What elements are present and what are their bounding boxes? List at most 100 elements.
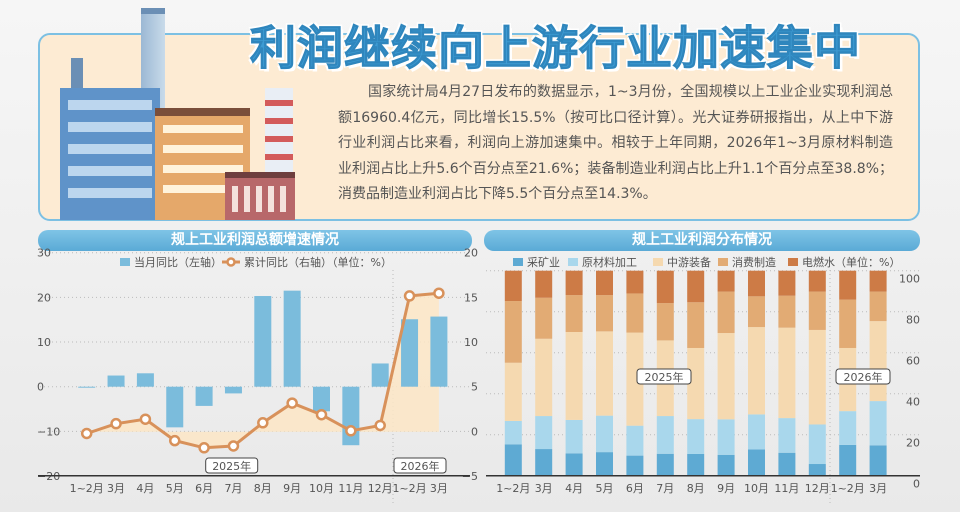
x-tick-label: 4月 xyxy=(565,482,583,495)
stacked-segment-2 xyxy=(504,362,522,421)
stacked-segment-1 xyxy=(596,415,613,453)
right-axis-tick: 20 xyxy=(464,247,478,260)
monthly-bar xyxy=(283,290,301,387)
stacked-segment-2 xyxy=(626,332,644,426)
stacked-segment-3 xyxy=(656,303,674,341)
x-tick-label: 3月 xyxy=(107,482,125,495)
stacked-segment-4 xyxy=(656,270,674,304)
left-axis-tick: 20 xyxy=(37,291,51,304)
year-label-box xyxy=(205,457,259,474)
cumulative-point xyxy=(139,413,152,425)
stacked-segment-1 xyxy=(717,419,735,455)
monthly-bar xyxy=(371,363,389,387)
year-label: 2025年 xyxy=(212,459,251,473)
page-title: 利润继续向上游行业加速集中 xyxy=(250,21,861,76)
stacked-segment-2 xyxy=(748,327,765,415)
stacked-segment-3 xyxy=(748,296,765,328)
x-tick-label: 5月 xyxy=(596,482,614,495)
monthly-bar xyxy=(195,386,213,406)
monthly-bar xyxy=(107,375,125,387)
monthly-bar xyxy=(166,386,184,428)
cumulative-point xyxy=(315,408,328,421)
stacked-segment-1 xyxy=(869,401,887,446)
stacked-segment-1 xyxy=(504,420,522,445)
x-tick-label: 7月 xyxy=(656,482,674,495)
stacked-segment-4 xyxy=(626,270,644,294)
cumulative-point xyxy=(374,419,386,432)
stacked-segment-4 xyxy=(839,270,857,300)
stacked-segment-2 xyxy=(596,331,613,416)
stacked-segment-3 xyxy=(535,297,553,339)
right-axis-tick: 5 xyxy=(471,381,478,394)
x-tick-label: 8月 xyxy=(254,482,272,495)
stacked-segment-2 xyxy=(808,329,826,425)
right-axis-tick: 15 xyxy=(464,291,478,304)
stacked-segment-4 xyxy=(596,270,613,296)
x-tick-label: 7月 xyxy=(224,482,242,495)
monthly-bar xyxy=(430,316,448,387)
stacked-segment-2 xyxy=(869,321,887,402)
left-axis-tick: −10 xyxy=(37,425,60,438)
monthly-bar xyxy=(254,296,272,387)
cumulative-point xyxy=(80,427,93,440)
stacked-segment-4 xyxy=(778,270,796,296)
legend-item: 原材料加工 xyxy=(582,255,637,269)
legend-item: 采矿业 xyxy=(527,256,560,269)
legend-monthly: 当月同比（左轴） xyxy=(134,255,222,269)
stacked-segment-2 xyxy=(535,338,553,417)
stacked-segment-2 xyxy=(778,327,796,419)
monthly-bar xyxy=(78,386,96,388)
right-axis-tick: 60 xyxy=(906,355,920,368)
stacked-segment-3 xyxy=(626,293,644,333)
x-tick-label: 10月 xyxy=(309,482,334,495)
stacked-segment-0 xyxy=(748,449,765,476)
stacked-segment-3 xyxy=(839,299,857,348)
stacked-segment-4 xyxy=(565,270,583,296)
stacked-segment-1 xyxy=(565,419,583,454)
x-tick-label: 8月 xyxy=(687,482,705,495)
x-tick-label: 12月 xyxy=(805,482,830,495)
year-label-box xyxy=(835,368,891,385)
stacked-segment-0 xyxy=(596,452,613,476)
legend-swatch xyxy=(653,258,663,266)
stacked-segment-4 xyxy=(687,270,705,303)
cumulative-point xyxy=(169,434,181,447)
stacked-segment-0 xyxy=(565,453,583,476)
x-tick-label: 5月 xyxy=(166,482,184,495)
left-axis-tick: −20 xyxy=(37,470,60,483)
left-axis-tick: 10 xyxy=(37,336,51,349)
summary-text: 国家统计局4月27日发布的数据显示，1~3月份，全国规模以上工业企业实现利润总额… xyxy=(338,84,893,202)
legend-item: 电燃水（单位：%） xyxy=(802,255,900,269)
stacked-segment-0 xyxy=(656,453,674,476)
right-axis-tick: −5 xyxy=(462,470,478,483)
stacked-segment-2 xyxy=(717,333,735,420)
stacked-segment-1 xyxy=(656,416,674,454)
stacked-segment-3 xyxy=(808,291,826,330)
cumulative-point xyxy=(227,440,240,452)
legend-swatch xyxy=(788,258,798,266)
stacked-segment-1 xyxy=(778,418,796,453)
stacked-segment-4 xyxy=(535,270,553,298)
stacked-segment-1 xyxy=(535,416,553,450)
x-tick-label: 1~2月 xyxy=(70,482,104,495)
legend-swatch xyxy=(568,258,578,266)
x-tick-label: 12月 xyxy=(368,482,393,495)
stacked-segment-0 xyxy=(778,452,796,476)
year-label: 2026年 xyxy=(401,459,440,473)
stacked-segment-3 xyxy=(565,295,583,332)
right-chart-title: 规上工业利润分布情况 xyxy=(484,230,920,251)
x-tick-label: 1~2月 xyxy=(392,482,426,495)
stacked-segment-1 xyxy=(808,424,826,465)
monthly-bar xyxy=(136,373,154,387)
x-tick-label: 3月 xyxy=(535,482,553,495)
right-axis-tick: 10 xyxy=(464,336,478,349)
stacked-segment-3 xyxy=(687,302,705,348)
cumulative-point xyxy=(286,397,298,409)
cumulative-point xyxy=(345,425,357,437)
stacked-segment-1 xyxy=(839,411,857,445)
cumulative-point xyxy=(257,417,269,429)
stacked-segment-0 xyxy=(504,444,522,476)
stacked-segment-3 xyxy=(778,295,796,328)
x-tick-label: 9月 xyxy=(717,482,735,495)
